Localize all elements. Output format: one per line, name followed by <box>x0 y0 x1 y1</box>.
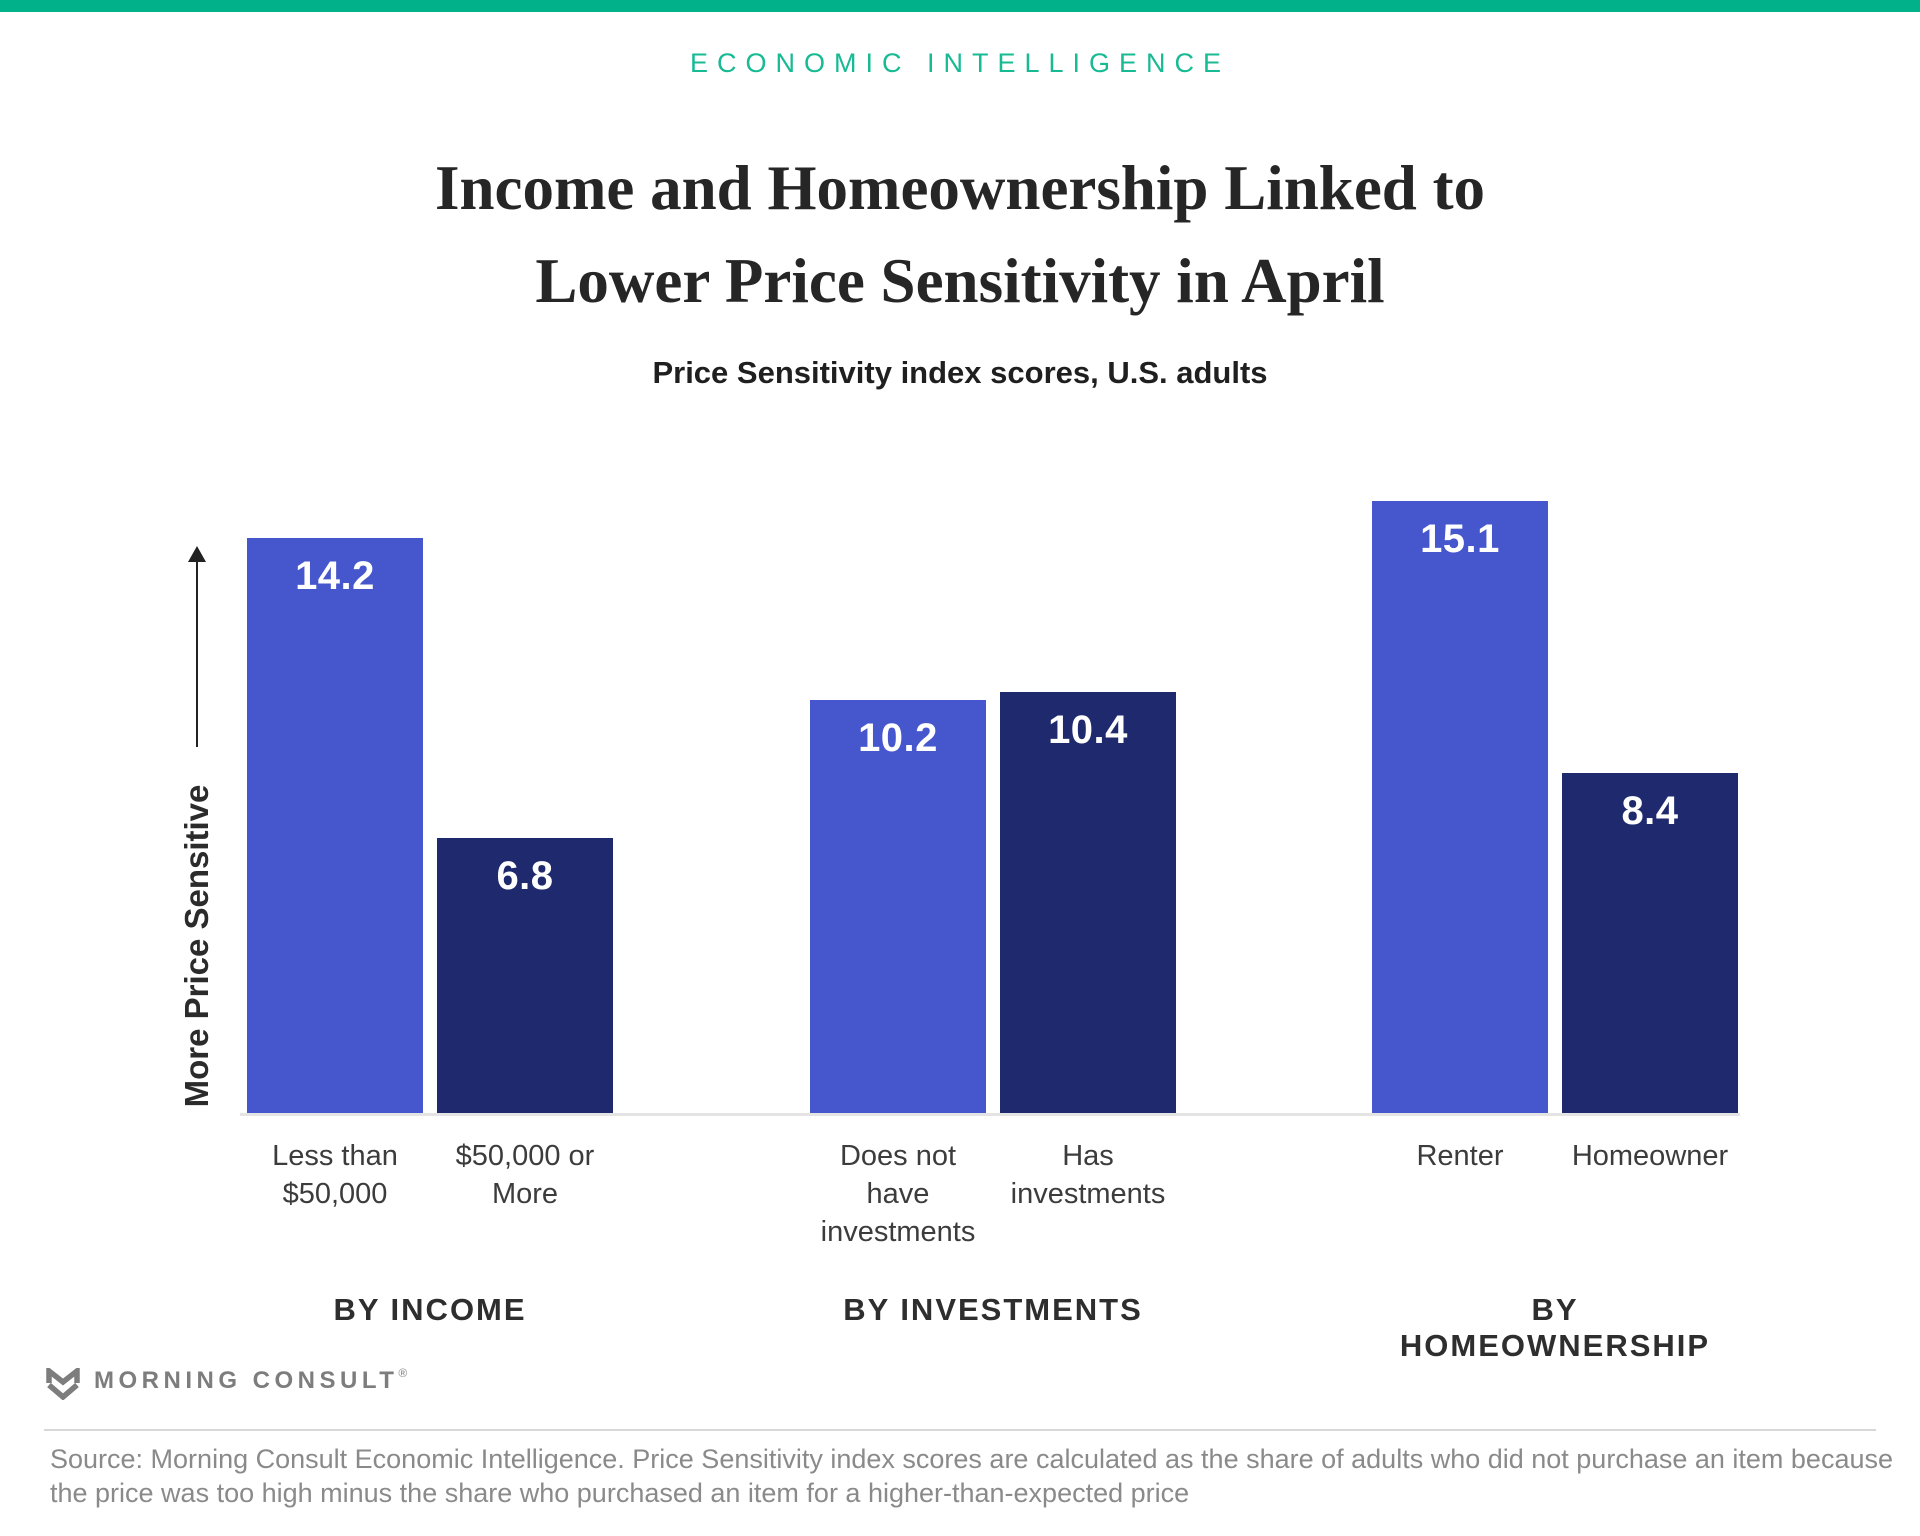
bar-group-label: BY INVESTMENTS <box>843 1292 1143 1327</box>
chart-title: Income and Homeownership Linked to Lower… <box>0 142 1920 328</box>
bar: 6.8 $50,000 or More <box>437 838 613 1210</box>
footer-divider <box>44 1429 1876 1431</box>
brand-wordmark: MORNING CONSULT® <box>94 1366 412 1394</box>
bar-value-label: 15.1 <box>1420 517 1500 561</box>
bar-value-label: 6.8 <box>496 854 554 898</box>
bar-pair: 14.2 Less than $50,000 6.8 $50,000 or More <box>247 495 613 1210</box>
bar-group: 10.2 Does not have investments 10.4 Has invest… <box>810 495 1176 1327</box>
source-line-2: the price was too high minus the share w… <box>50 1478 1190 1508</box>
bar-category-label: Renter <box>1416 1140 1504 1172</box>
chart-subtitle: Price Sensitivity index scores, U.S. adu… <box>652 355 1268 390</box>
bar-category-label: Homeowner <box>1571 1140 1729 1172</box>
y-axis-arrow-line <box>196 560 198 747</box>
bar-pair: 15.1 Renter 8.4 Homeowner <box>1372 495 1738 1172</box>
bar: 15.1 Renter <box>1372 501 1548 1172</box>
bar: 10.4 Has investments <box>1000 692 1176 1210</box>
source-line-1: Source: Morning Consult Economic Intelli… <box>50 1444 1893 1474</box>
bar-category-label: $50,000 or More <box>455 1140 595 1210</box>
bar-group: 14.2 Less than $50,000 6.8 $50,000 or More BY … <box>247 495 613 1327</box>
y-axis-arrow-icon <box>188 546 206 562</box>
x-axis-baseline <box>240 1113 1740 1116</box>
bar-group-label: BY INCOME <box>333 1292 527 1327</box>
bar-category-label: Has investments <box>1010 1140 1166 1210</box>
bar-pair: 10.2 Does not have investments 10.4 Has invest… <box>810 495 1176 1248</box>
bar: 10.2 Does not have investments <box>810 700 986 1248</box>
bar-category-label: Does not have investments <box>820 1140 976 1248</box>
morning-consult-logo: MORNING CONSULT® <box>46 1366 412 1400</box>
source-note: Source: Morning Consult Economic Intelli… <box>50 1442 1893 1510</box>
bar-category-label: Less than $50,000 <box>272 1140 398 1210</box>
bar-group-label: BY HOMEOWNERSHIP <box>1399 1292 1711 1363</box>
y-axis-label: More Price Sensitive <box>178 784 215 1108</box>
top-accent-bar <box>0 0 1920 12</box>
registered-mark: ® <box>398 1366 412 1380</box>
bar-value-label: 10.4 <box>1048 708 1128 752</box>
bar: 8.4 Homeowner <box>1562 773 1738 1172</box>
bar-group: 15.1 Renter 8.4 Homeowner BY HOMEOWNERSHIP <box>1372 495 1738 1363</box>
chart-title-line2: Lower Price Sensitivity in April <box>535 246 1385 316</box>
bar-value-label: 14.2 <box>295 554 375 598</box>
bar: 14.2 Less than $50,000 <box>247 538 423 1210</box>
chart-title-line1: Income and Homeownership Linked to <box>434 153 1486 223</box>
bar-value-label: 8.4 <box>1621 789 1679 833</box>
kicker: ECONOMIC INTELLIGENCE <box>689 48 1231 78</box>
bar-value-label: 10.2 <box>858 716 938 760</box>
morning-consult-logo-icon <box>46 1368 80 1400</box>
